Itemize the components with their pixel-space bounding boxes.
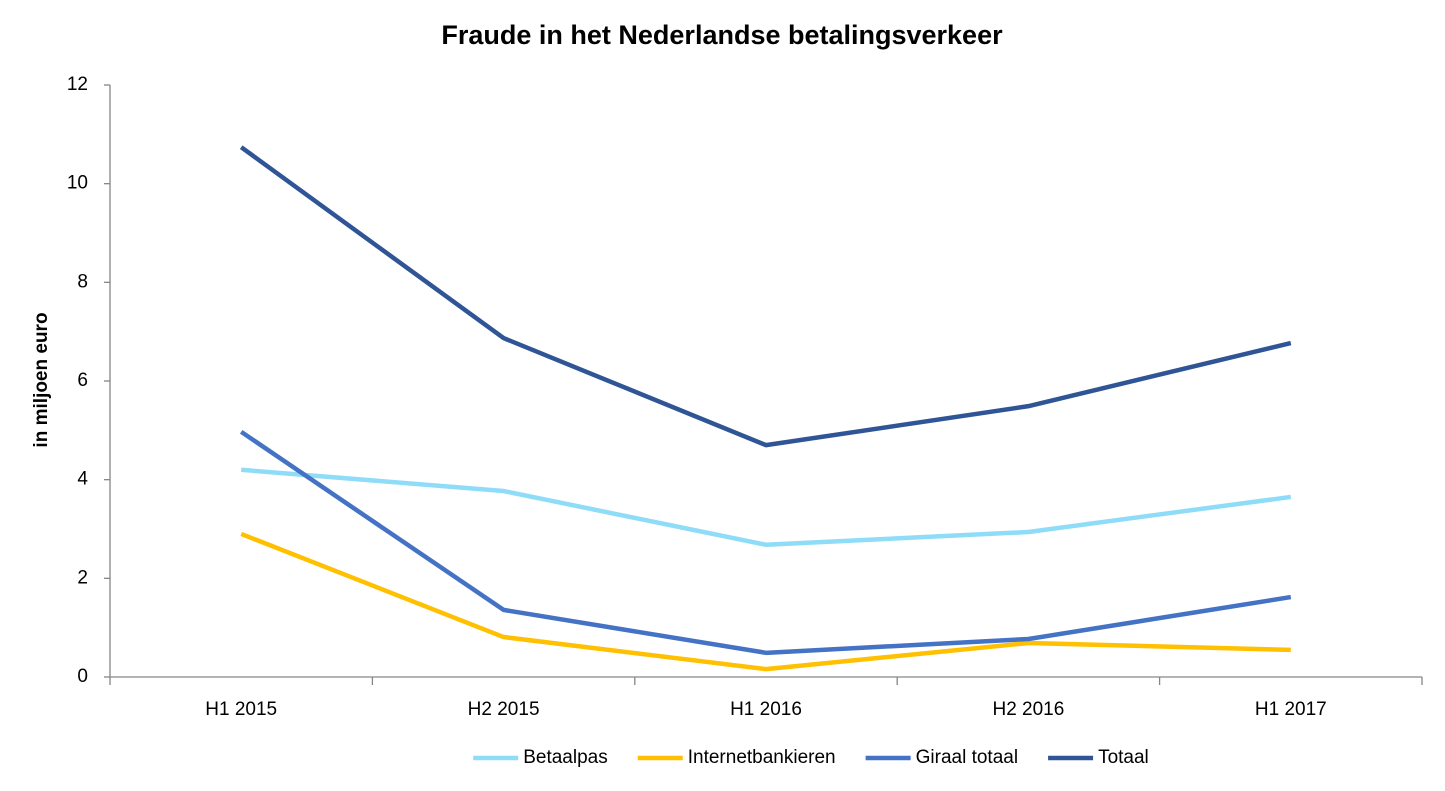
legend-label: Betaalpas [523,747,608,768]
chart-title: Fraude in het Nederlandse betalingsverke… [441,20,1003,50]
y-axis-label: in miljoen euro [31,312,52,447]
y-tick-label: 12 [67,74,88,95]
series-line [241,467,1292,548]
series-line [239,145,1292,448]
legend-label: Totaal [1098,747,1149,768]
x-tick-label: H1 2016 [730,699,802,720]
legend-label: Giraal totaal [916,747,1018,768]
y-tick-label: 8 [77,271,88,292]
y-tick-label: 10 [67,173,88,194]
y-tick-label: 2 [77,567,88,588]
y-tick-label: 6 [77,370,88,391]
x-tick-label: H1 2015 [205,699,277,720]
x-tick-label: H2 2016 [992,699,1064,720]
x-tick-label: H1 2017 [1255,699,1327,720]
y-tick-label: 0 [77,666,88,687]
y-tick-label: 4 [77,469,88,490]
series-line [240,531,1291,672]
x-tick-label: H2 2015 [468,699,540,720]
series-line [239,429,1292,656]
legend-label: Internetbankieren [688,747,836,768]
